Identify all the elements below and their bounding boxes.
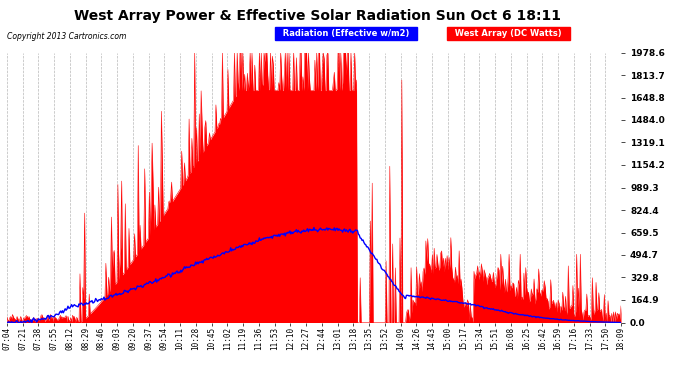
Text: West Array (DC Watts): West Array (DC Watts)	[449, 29, 567, 38]
Text: Radiation (Effective w/m2): Radiation (Effective w/m2)	[277, 29, 415, 38]
Text: West Array Power & Effective Solar Radiation Sun Oct 6 18:11: West Array Power & Effective Solar Radia…	[74, 9, 561, 23]
Text: Copyright 2013 Cartronics.com: Copyright 2013 Cartronics.com	[7, 32, 126, 41]
